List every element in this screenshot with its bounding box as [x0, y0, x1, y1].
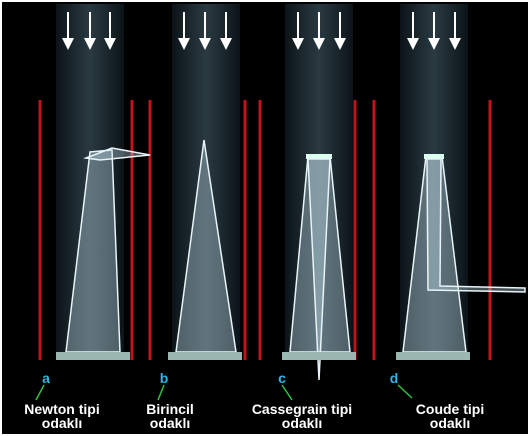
- light-paths: [65, 139, 526, 381]
- panel-letter: d: [390, 370, 399, 386]
- panel-letter: a: [42, 370, 50, 386]
- panel-letter: c: [278, 370, 286, 386]
- panel-caption: Newton tipi: [24, 401, 99, 417]
- panel-caption: odaklı: [150, 415, 190, 431]
- panel-caption: odaklı: [430, 415, 470, 431]
- panel-caption: odaklı: [42, 415, 82, 431]
- panel-caption: odaklı: [282, 415, 322, 431]
- tube-walls: [38, 100, 492, 360]
- panel-caption: Birincil: [146, 401, 193, 417]
- mirrors: [56, 352, 470, 360]
- incoming-light: [62, 12, 461, 50]
- leader-lines: [35, 384, 413, 401]
- panel-caption: Cassegrain tipi: [252, 401, 352, 417]
- panel-caption: Coude tipi: [416, 401, 484, 417]
- panel-letter: b: [160, 370, 169, 386]
